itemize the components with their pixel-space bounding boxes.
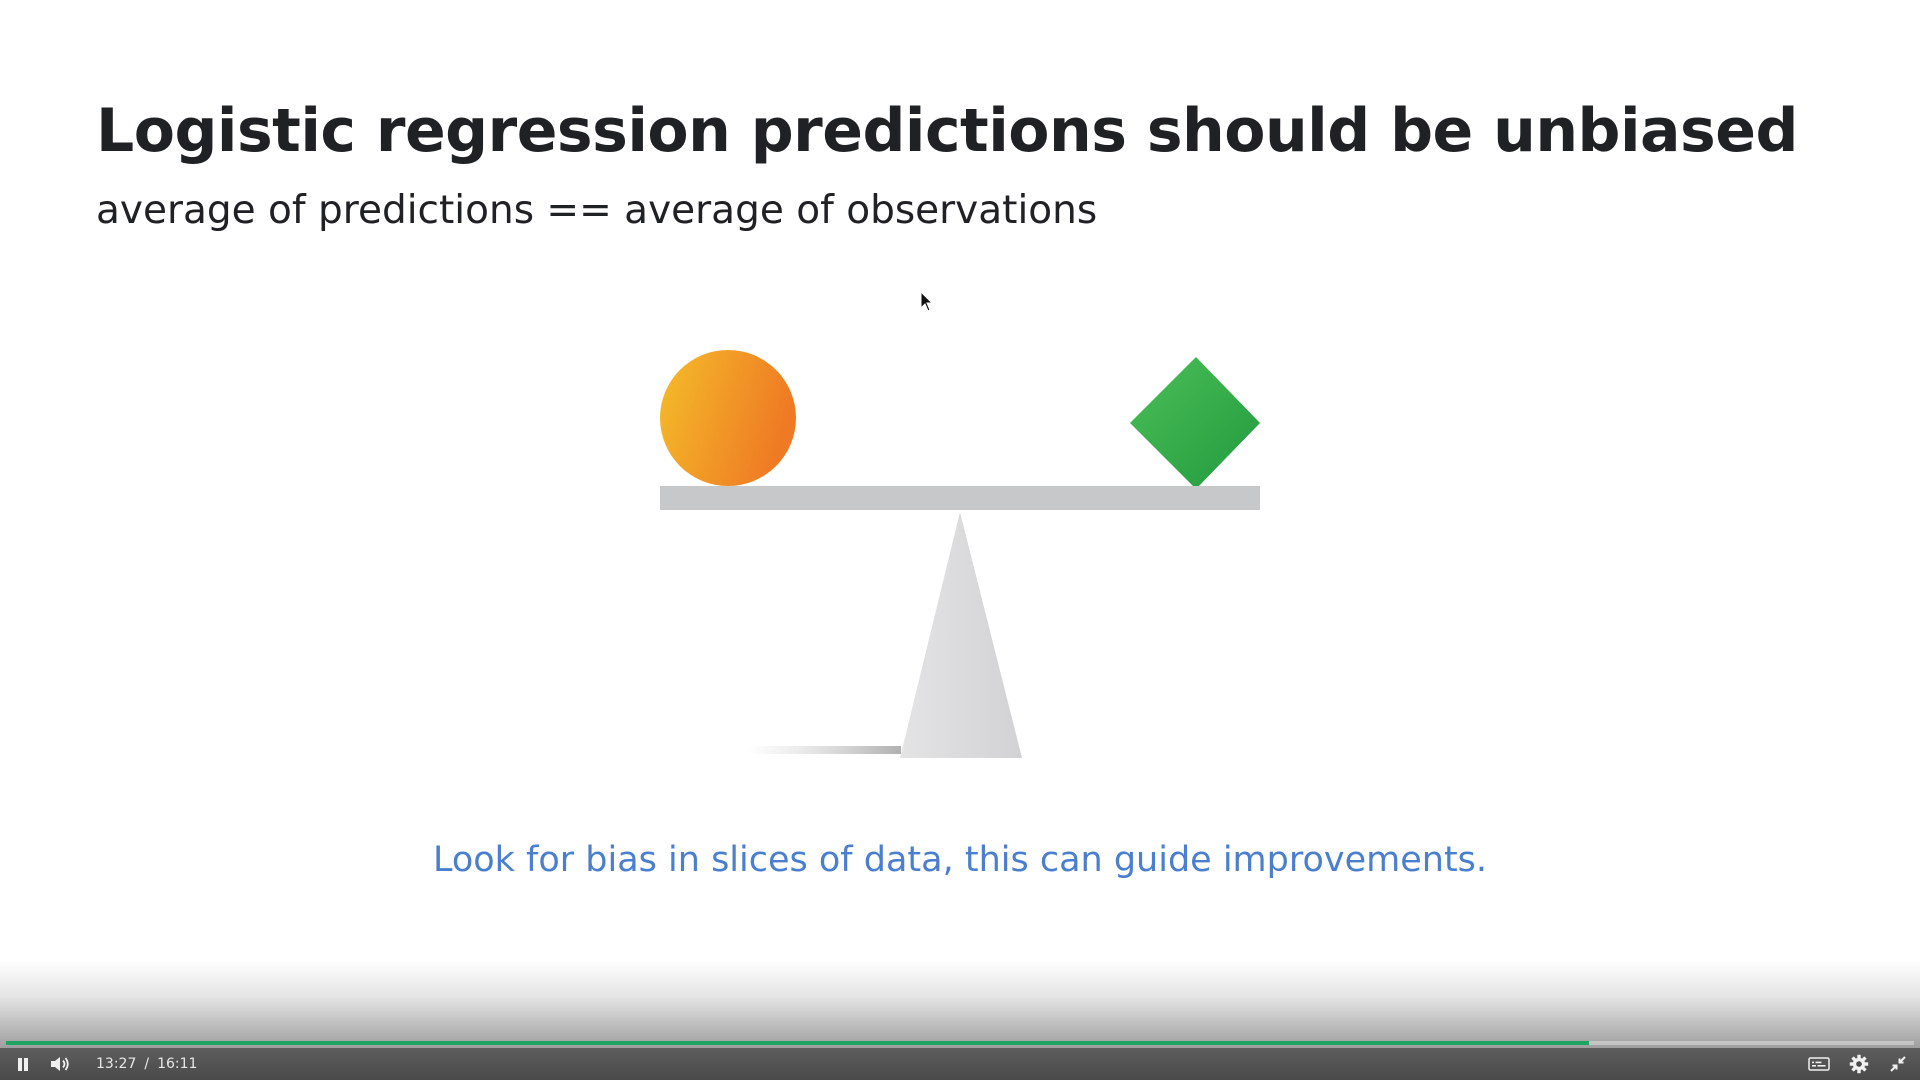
gear-icon bbox=[1849, 1054, 1869, 1074]
scale-fulcrum bbox=[900, 512, 1022, 758]
settings-button[interactable] bbox=[1843, 1048, 1875, 1080]
slide-title: Logistic regression predictions should b… bbox=[96, 96, 1798, 166]
exit-fullscreen-button[interactable] bbox=[1882, 1048, 1914, 1080]
fulcrum-shadow bbox=[745, 746, 901, 754]
captions-icon bbox=[1808, 1057, 1830, 1071]
captions-button[interactable] bbox=[1802, 1048, 1836, 1080]
orange-circle-shape bbox=[660, 350, 796, 486]
slide-subtitle: average of predictions == average of obs… bbox=[96, 188, 1098, 233]
time-separator: / bbox=[144, 1056, 150, 1072]
player-controls: 13:27 / 16:11 bbox=[0, 1048, 1920, 1080]
exit-fullscreen-icon bbox=[1890, 1056, 1906, 1072]
progress-bar[interactable] bbox=[6, 1041, 1914, 1045]
scale-beam bbox=[660, 486, 1260, 510]
time-display: 13:27 / 16:11 bbox=[96, 1048, 197, 1080]
volume-icon bbox=[51, 1057, 69, 1071]
current-time: 13:27 bbox=[96, 1056, 137, 1072]
mouse-cursor-icon bbox=[920, 291, 934, 312]
progress-bar-played bbox=[6, 1041, 1589, 1045]
pause-button[interactable] bbox=[8, 1048, 38, 1080]
green-diamond-shape bbox=[1130, 357, 1260, 489]
duration: 16:11 bbox=[157, 1056, 198, 1072]
slide-caption: Look for bias in slices of data, this ca… bbox=[432, 840, 1488, 880]
volume-button[interactable] bbox=[44, 1048, 76, 1080]
pause-icon bbox=[18, 1058, 28, 1071]
balance-scale-illustration bbox=[660, 350, 1260, 758]
